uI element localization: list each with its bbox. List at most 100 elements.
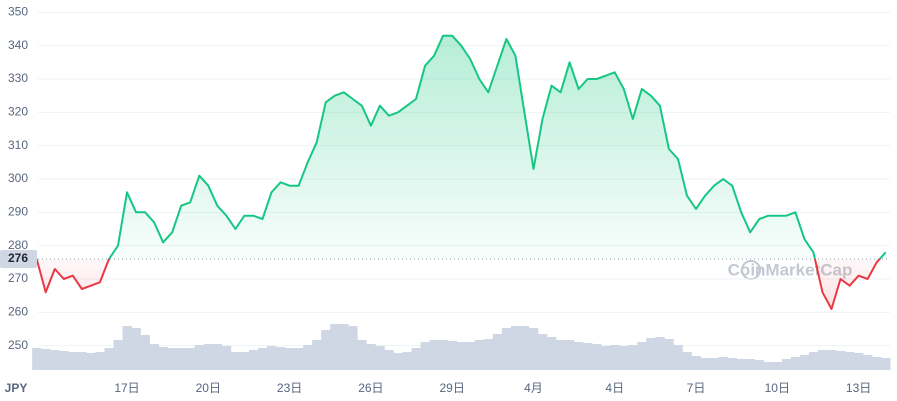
volume-bar (637, 342, 647, 370)
volume-bar (772, 362, 783, 370)
volume-bar (528, 328, 539, 370)
volume-bar (583, 343, 593, 370)
volume-bar (276, 347, 286, 370)
volume-bar (285, 348, 295, 370)
x-tick-label: 29日 (439, 381, 464, 395)
x-tick-label: 23日 (277, 381, 302, 395)
volume-bar (86, 353, 96, 370)
x-tick-label: 17日 (114, 381, 139, 395)
volume-bar (212, 344, 223, 370)
volume-bar (438, 340, 448, 370)
y-tick-label: 310 (8, 138, 28, 152)
volume-bar (673, 345, 683, 370)
volume-bar (357, 340, 367, 370)
y-tick-label: 350 (8, 5, 28, 19)
volume-bar (501, 328, 512, 370)
volume-bar (321, 330, 331, 370)
volume-bar (339, 324, 349, 370)
y-tick-label: 250 (8, 338, 28, 352)
volume-bar (239, 352, 250, 370)
volume-bar (41, 349, 51, 370)
volume-bar (447, 341, 457, 370)
volume-bar (547, 337, 557, 370)
volume-bar (59, 351, 69, 370)
volume-bar (122, 326, 132, 370)
volume-bar (140, 335, 150, 370)
volume-bar (863, 355, 873, 370)
y-tick-label: 320 (8, 105, 28, 119)
volume-bar (565, 340, 575, 370)
volume-bar (492, 334, 503, 370)
volume-bar (474, 340, 485, 370)
y-tick-label: 330 (8, 71, 28, 85)
volume-bar (483, 339, 494, 370)
volume-bar (257, 348, 268, 370)
volume-bar (610, 345, 620, 370)
volume-bar (601, 346, 611, 370)
volume-bar (68, 352, 78, 370)
baseline-label: 276 (8, 251, 28, 265)
volume-bar (718, 357, 728, 370)
volume-bar (50, 350, 60, 370)
volume-bar (682, 352, 692, 370)
price-line (35, 34, 887, 310)
volume-bar (158, 347, 168, 370)
volume-bar (402, 352, 412, 370)
y-tick-label: 300 (8, 171, 28, 185)
volume-bar (790, 357, 801, 370)
volume-bar (592, 344, 602, 370)
volume-bar (781, 359, 792, 370)
volume-bar (881, 358, 891, 370)
y-tick-label: 270 (8, 271, 28, 285)
volume-bar (556, 340, 566, 370)
price-area (36, 35, 886, 309)
volume-bar (619, 346, 629, 370)
currency-label: JPY (5, 381, 28, 395)
volume-bar (826, 350, 837, 370)
volume-bar (149, 344, 159, 370)
x-tick-label: 20日 (196, 381, 221, 395)
volume-bar (808, 352, 819, 370)
volume-bar (700, 358, 710, 370)
y-tick-label: 260 (8, 305, 28, 319)
volume-bar (312, 340, 322, 370)
volume-bar (537, 334, 548, 370)
volume-bar (294, 348, 304, 370)
volume-bar (384, 350, 394, 370)
volume-bar (411, 348, 421, 370)
volume-bar (854, 353, 864, 370)
volume-bar (628, 345, 638, 370)
volume-bar (230, 352, 241, 370)
volume-bar (194, 345, 205, 370)
volume-bar (375, 346, 385, 370)
baseline-label-bg (0, 250, 37, 268)
volume-bar (456, 342, 467, 370)
volume-bar (872, 357, 882, 370)
volume-bar (510, 326, 521, 370)
volume-bar (393, 353, 403, 370)
volume-bar (95, 352, 105, 370)
volume-bar (267, 346, 277, 370)
volume-bar (817, 350, 828, 370)
volume-bar (221, 346, 232, 370)
volume-bar (32, 348, 42, 370)
volume-bar (176, 348, 187, 370)
volume-bar (763, 362, 774, 370)
volume-bar (167, 348, 177, 370)
x-tick-label: 4日 (605, 381, 624, 395)
volume-bar (131, 328, 141, 370)
y-tick-label: 280 (8, 238, 28, 252)
volume-bar (330, 324, 340, 370)
volume-bar (104, 348, 114, 370)
x-tick-label: 13日 (846, 381, 871, 395)
y-tick-label: 290 (8, 205, 28, 219)
volume-bar (420, 342, 430, 370)
x-tick-label: 4月 (524, 381, 543, 395)
volume-bar (113, 340, 123, 370)
volume-bar (845, 352, 855, 370)
x-tick-label: 10日 (765, 381, 790, 395)
volume-bar (465, 342, 476, 370)
volume-bar (248, 350, 259, 370)
volume-bar (664, 339, 674, 370)
